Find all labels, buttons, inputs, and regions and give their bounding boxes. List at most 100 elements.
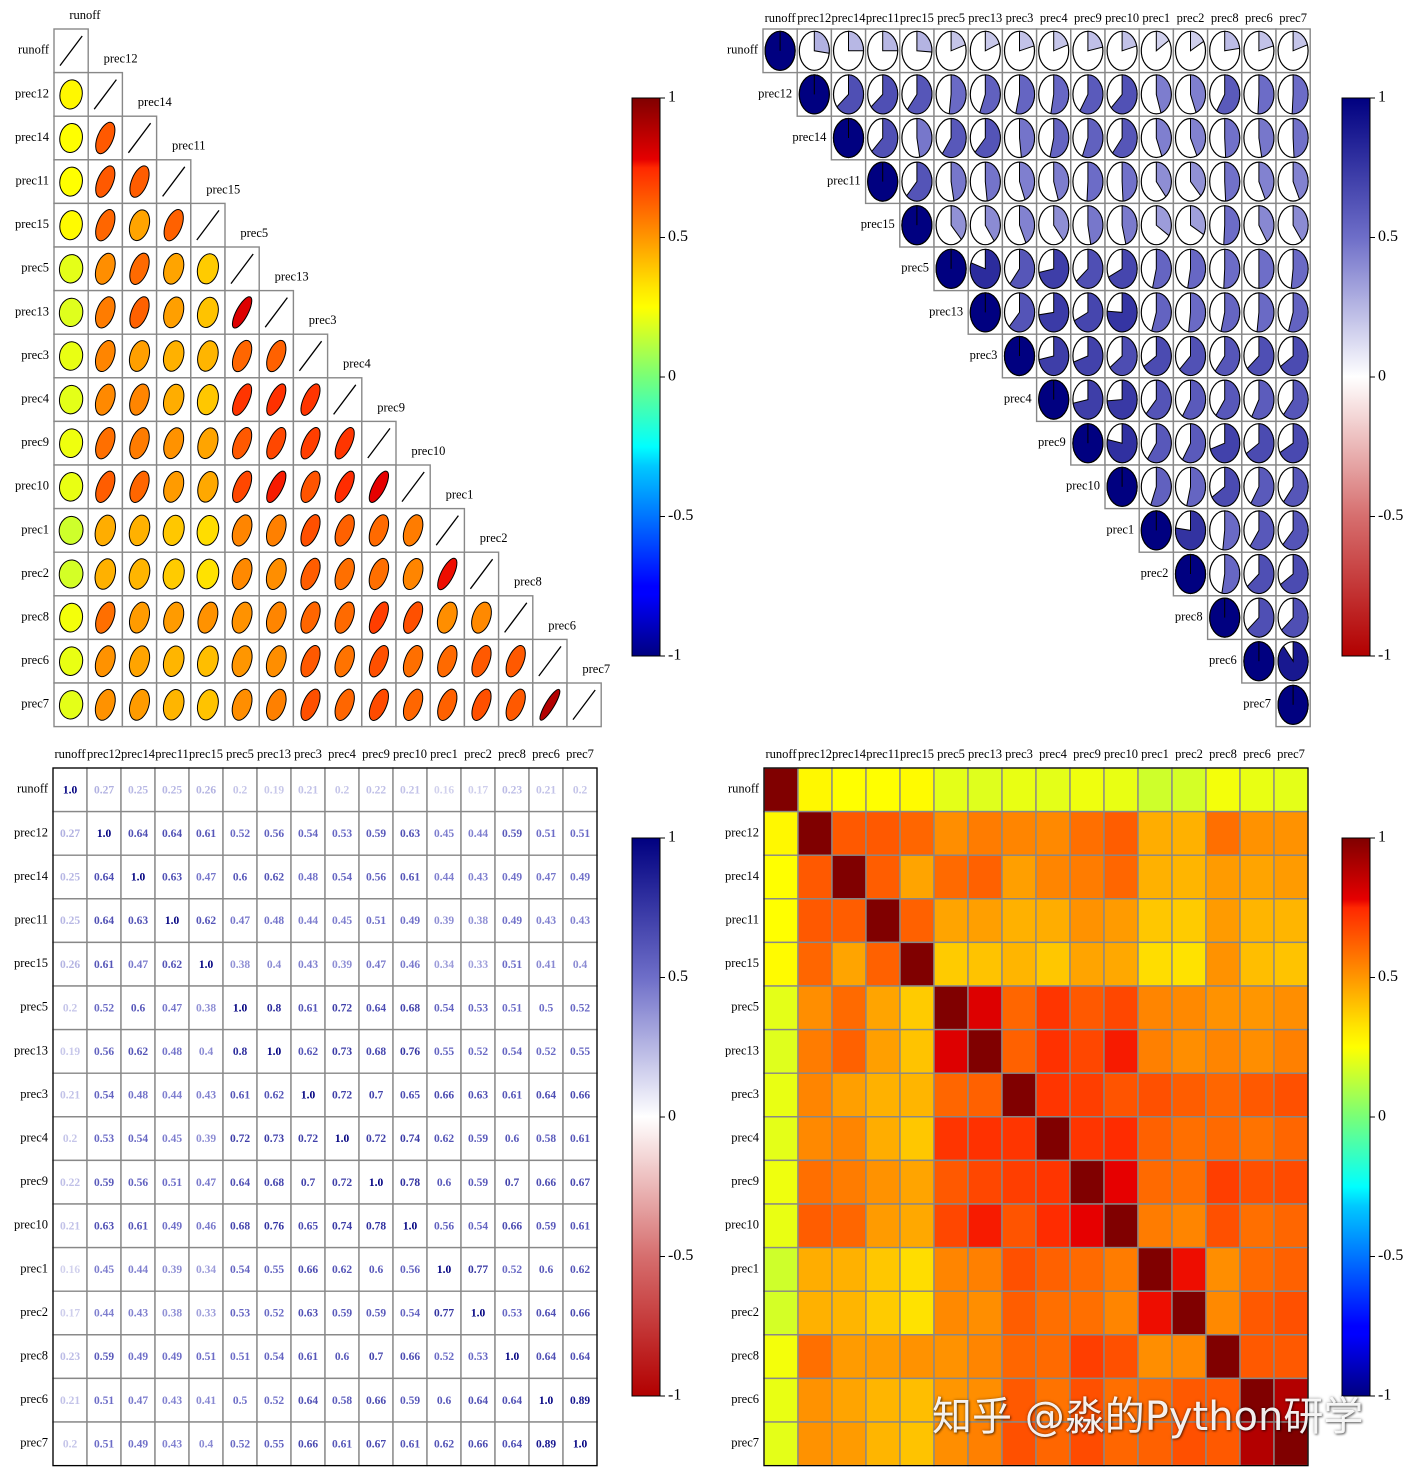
pie-wedge (1109, 335, 1138, 376)
number-cell (460, 898, 496, 944)
heatmap-cell (1001, 1072, 1037, 1118)
heatmap-cell (1239, 941, 1275, 987)
row-label: prec15 (14, 956, 48, 970)
pie-wedge (906, 74, 933, 115)
correlation-value: 0.51 (162, 1177, 182, 1189)
heatmap-cell (1273, 767, 1309, 813)
row-label: prec4 (1004, 391, 1033, 405)
heatmap-cell (763, 1334, 799, 1380)
correlation-value: 0.8 (267, 1002, 282, 1014)
row-label: prec8 (1175, 609, 1203, 623)
correlation-value: 0.51 (502, 1002, 522, 1014)
row-label: prec6 (1209, 653, 1237, 667)
number-cell (222, 1203, 258, 1249)
heatmap-cell (967, 1421, 1003, 1467)
heatmap-cell (1103, 1334, 1139, 1380)
square-heatmap-panel: runoff prec12 prec14 prec11 prec15 prec5 prec1… (725, 747, 1309, 1467)
pie-wedge (1107, 248, 1138, 289)
correlation-value: 0.61 (298, 1351, 318, 1363)
correlation-ellipse (129, 165, 150, 198)
heatmap-cell (1001, 1377, 1037, 1423)
pie-wedge (1279, 335, 1309, 376)
correlation-ellipse (265, 645, 287, 678)
heatmap-cell (1273, 1334, 1309, 1380)
heatmap-cell (1171, 941, 1207, 987)
row-label: prec5 (731, 1000, 759, 1014)
correlation-value: 0.49 (502, 915, 522, 927)
correlation-ellipse (94, 688, 116, 721)
correlation-ellipse (128, 209, 151, 242)
colorbar-tick-label: -0.5 (1378, 507, 1403, 524)
number-cell (290, 810, 326, 856)
pie-wedge (1224, 161, 1241, 202)
pie-wedge (1145, 379, 1172, 420)
number-cell (256, 898, 292, 944)
pie-wedge (1087, 30, 1104, 52)
correlation-value: 0.76 (400, 1046, 420, 1058)
row-label: runoff (727, 43, 759, 57)
pie-wedge (1190, 74, 1206, 114)
pie-wedge (1190, 161, 1206, 197)
pie-wedge (1214, 335, 1241, 376)
heatmap-cell (865, 767, 901, 813)
correlation-ellipse (539, 688, 561, 721)
pie-wedge (882, 30, 899, 52)
heatmap-cell (1001, 1028, 1037, 1074)
correlation-value: 0.59 (536, 1220, 556, 1232)
heatmap-cell (1239, 1246, 1275, 1292)
colorbar-tick-label: 0.5 (668, 968, 688, 985)
correlation-ellipse (196, 296, 219, 329)
correlation-ellipse (163, 252, 185, 285)
correlation-value: 0.62 (434, 1133, 454, 1145)
diagonal-label: prec8 (514, 575, 542, 589)
heatmap-cell (1103, 767, 1139, 813)
column-label: prec8 (498, 747, 526, 761)
correlation-value: 0.44 (162, 1090, 182, 1102)
correlation-ellipse (129, 470, 150, 503)
heatmap-cell (1239, 810, 1275, 856)
number-cell (494, 1290, 530, 1336)
heatmap-cell (1239, 1290, 1275, 1336)
correlation-value: 0.47 (128, 1395, 148, 1407)
correlation-value: 0.65 (400, 1090, 420, 1102)
heatmap-cell (831, 1421, 867, 1467)
number-cell (290, 898, 326, 944)
pie-wedge (1245, 423, 1275, 464)
correlation-value: 1.0 (573, 1438, 588, 1450)
heatmap-cell (1137, 1159, 1173, 1205)
colorbar (631, 837, 661, 1397)
correlation-value: 0.66 (502, 1220, 522, 1232)
correlation-value: 0.59 (94, 1351, 114, 1363)
number-cell (358, 1116, 394, 1162)
heatmap-cell (831, 1203, 867, 1249)
heatmap-cell (865, 810, 901, 856)
heatmap-cell (933, 1290, 969, 1336)
heatmap-cell (797, 1116, 833, 1162)
correlation-value: 0.63 (162, 872, 182, 884)
number-cell (358, 1421, 394, 1467)
diagonal-line (162, 166, 186, 197)
correlation-value: 0.21 (298, 784, 318, 796)
correlation-value: 0.53 (230, 1308, 250, 1320)
pie-wedge (1175, 510, 1206, 551)
pie-wedge (1290, 248, 1309, 289)
column-label: prec12 (797, 11, 831, 25)
heatmap-frame (763, 767, 1309, 1467)
colorbar (1341, 837, 1371, 1397)
diagonal-label: runoff (69, 8, 101, 22)
heatmap-cell (967, 1028, 1003, 1074)
correlation-value: 0.49 (128, 1351, 148, 1363)
correlation-ellipse (231, 645, 253, 678)
correlation-value: 0.6 (505, 1133, 520, 1145)
heatmap-cell (1035, 1421, 1071, 1467)
correlation-ellipse (94, 339, 116, 373)
column-label: prec1 (1142, 11, 1170, 25)
heatmap-cell (763, 854, 799, 900)
correlation-value: 0.38 (162, 1308, 182, 1320)
heatmap-cell (1273, 1072, 1309, 1118)
correlation-value: 0.62 (264, 1090, 284, 1102)
pie-wedge (969, 248, 1001, 289)
heatmap-cell (1035, 854, 1071, 900)
correlation-value: 0.43 (162, 1438, 182, 1450)
diagonal-label: prec11 (172, 139, 206, 153)
